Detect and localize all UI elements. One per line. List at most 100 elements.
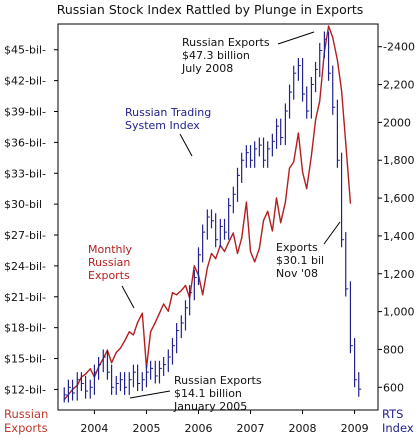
annotation-peak-line1: Russian Exports	[182, 36, 270, 49]
exports-point	[202, 294, 204, 296]
plot-frame	[57, 23, 379, 411]
exports-point	[258, 247, 260, 249]
annotation-jan05-line1: Russian Exports	[174, 374, 262, 387]
exports-point	[262, 220, 265, 222]
annotation-jan05-leader	[129, 390, 171, 399]
exports-point	[288, 167, 291, 169]
annotation-rts-leader	[179, 133, 193, 157]
right-axis-tick-label: 1,200	[383, 268, 415, 281]
left-axis-unit-label-line1: Russian	[4, 407, 48, 421]
right-axis: 600 800 1,000 1,200 1,400 1,600 1,800 2000 2,200…	[378, 41, 415, 394]
exports-point	[223, 250, 226, 253]
x-axis-tick-label: 2009	[341, 422, 369, 435]
exports-point	[297, 132, 299, 134]
left-axis-tick-label: $36-bil-	[4, 136, 46, 149]
right-axis-tick-label: 800	[383, 343, 404, 356]
right-axis-tick-label: 2000	[383, 116, 411, 129]
exports-point	[241, 237, 243, 239]
exports-point	[215, 258, 217, 260]
exports-point	[228, 241, 230, 243]
x-axis-tick-label: 2004	[80, 422, 108, 435]
annotation-nov08-line2: $30.1 bil	[276, 254, 324, 267]
exports-point	[267, 210, 269, 212]
right-axis-tick-label: 2,200	[383, 79, 415, 92]
annotation-jan05-line2: $14.1 billion	[174, 387, 242, 400]
exports-point	[171, 292, 174, 294]
x-axis-tick-label: 2008	[289, 422, 317, 435]
exports-point	[336, 59, 339, 61]
annotation-peak-leader	[277, 31, 315, 45]
exports-point	[340, 90, 343, 92]
annotation-monthly: Monthly Russian Exports	[88, 243, 135, 309]
exports-point	[327, 25, 330, 27]
annotation-peak-line2: $47.3 billion	[182, 49, 250, 62]
series-layer	[63, 25, 362, 403]
annotation-monthly-line1: Monthly	[88, 243, 133, 256]
left-axis-tick-label: $21-bil-	[4, 291, 46, 304]
left-axis-tick-label: $33-bil-	[4, 167, 46, 180]
exports-point	[232, 232, 234, 234]
exports-point	[84, 373, 87, 375]
exports-point	[89, 368, 91, 370]
right-axis-tick-label: 1,600	[383, 192, 415, 205]
exports-point	[110, 362, 113, 364]
exports-point	[245, 201, 247, 203]
exports-point	[128, 331, 130, 333]
left-axis-tick-label: $45-bil-	[4, 44, 46, 57]
left-axis-unit-label-line2: Exports	[4, 421, 48, 435]
left-axis-tick-label: $30-bil	[4, 198, 42, 211]
exports-point	[349, 202, 352, 204]
exports-point	[306, 188, 308, 190]
annotation-nov08-line1: Exports	[276, 241, 318, 254]
annotation-monthly-line3: Exports	[88, 269, 130, 282]
exports-point	[280, 222, 282, 224]
exports-point	[319, 100, 321, 102]
exports-point	[236, 252, 239, 255]
left-axis-tick-label: $18-bil-	[4, 322, 46, 335]
left-axis-tick-label: $42-bil-	[4, 75, 46, 88]
annotation-nov08: Exports $30.1 bil Nov '08	[276, 221, 341, 280]
right-axis-tick-label: 1,000	[383, 306, 415, 319]
annotation-peak: Russian Exports $47.3 billion July 2008	[181, 31, 315, 75]
exports-point	[180, 289, 182, 292]
series-rts	[63, 31, 362, 403]
exports-point	[119, 347, 122, 349]
right-axis-unit-label-line1: RTS	[382, 407, 403, 421]
right-axis-tick-label: 1,800	[383, 154, 415, 167]
exports-point	[275, 197, 278, 199]
exports-point	[137, 321, 139, 324]
left-axis-tick-label: $27-bil-	[4, 229, 46, 242]
exports-point	[301, 171, 304, 173]
exports-point	[314, 119, 317, 121]
exports-point	[310, 155, 312, 157]
left-axis-tick-label: $24-bil-	[4, 260, 46, 273]
exports-point	[284, 201, 286, 203]
exports-point	[124, 340, 126, 342]
annotation-monthly-leader	[121, 285, 135, 309]
annotation-rts-line1: Russian Trading	[125, 106, 211, 119]
annotation-rts-line2: System Index	[125, 119, 200, 132]
exports-point	[193, 265, 195, 267]
x-axis-tick-label: 2005	[132, 422, 160, 435]
x-axis-tick-label: 2006	[184, 422, 212, 435]
exports-point	[158, 312, 161, 314]
exports-point	[176, 294, 178, 296]
exports-point	[150, 331, 152, 333]
x-axis: 2004 2005 2006 2007 2008 2009	[80, 410, 369, 435]
exports-point	[163, 303, 165, 305]
left-axis-tick-label: $15-bil-	[4, 353, 46, 366]
x-axis-tick-label: 2007	[237, 422, 265, 435]
exports-point	[184, 284, 187, 287]
left-axis-tick-label: $12-bil-	[4, 383, 46, 396]
exports-point	[271, 230, 273, 232]
right-axis-unit-label-line2: Index	[382, 421, 414, 435]
exports-point	[293, 161, 295, 163]
annotation-nov08-leader	[323, 221, 341, 245]
exports-point	[154, 321, 156, 324]
exports-point	[249, 250, 252, 253]
left-axis: $12-bil- $15-bil- $18-bil- $21-bil- $24-bil-…	[4, 44, 58, 396]
exports-point	[132, 334, 135, 336]
exports-point	[210, 252, 213, 255]
exports-point	[141, 312, 143, 314]
